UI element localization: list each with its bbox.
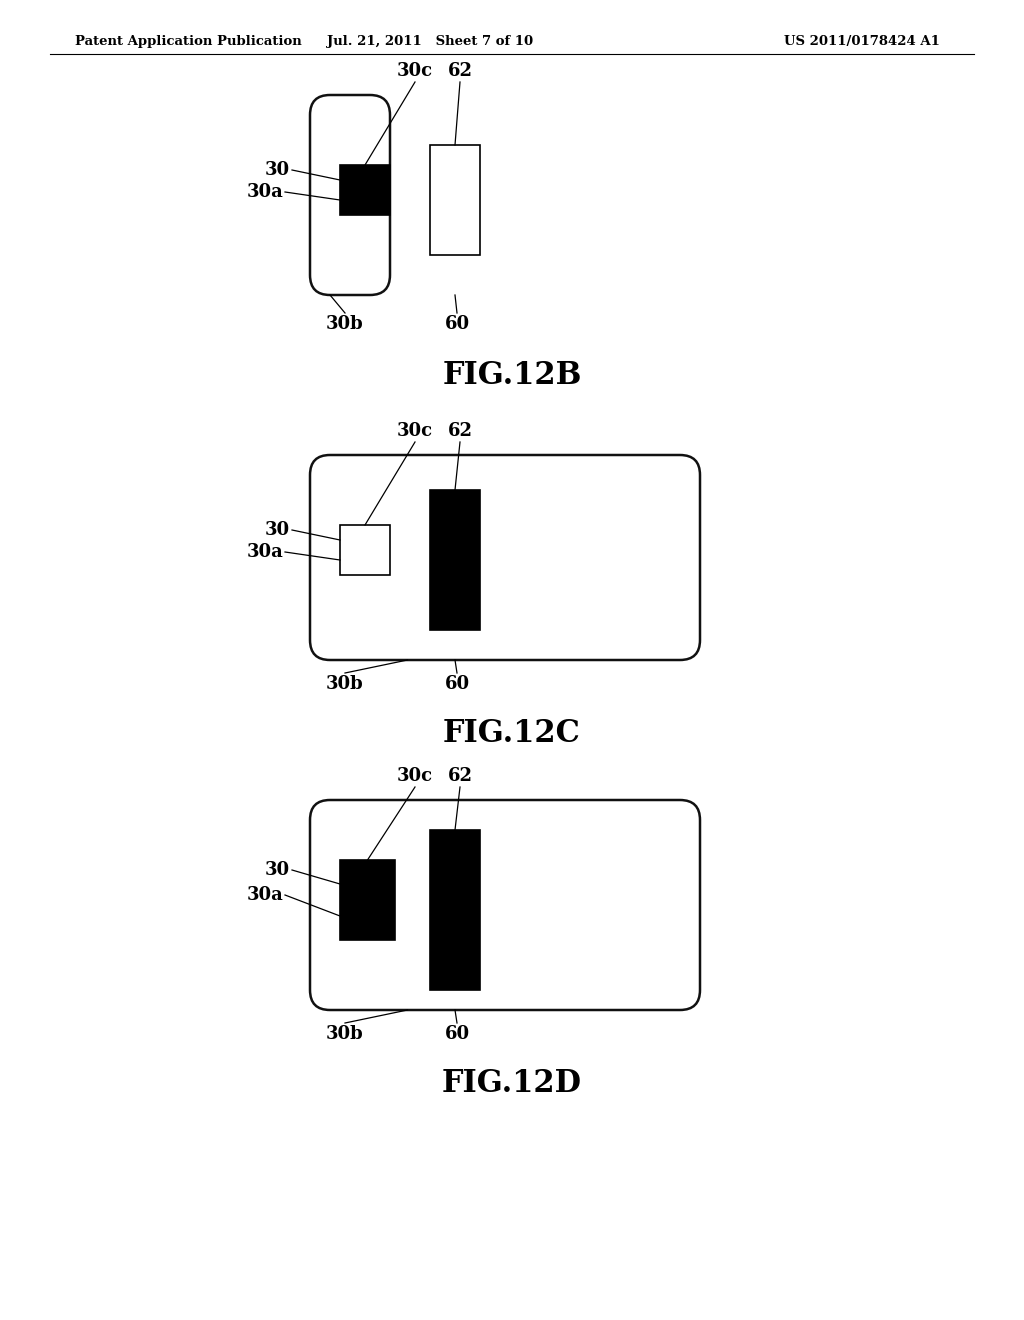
Text: 30a: 30a [246,183,283,201]
Text: 30a: 30a [246,543,283,561]
Bar [340,165,390,215]
Bar [430,490,480,630]
Text: 30b: 30b [326,315,364,333]
Bar [340,525,390,576]
Text: 30b: 30b [326,1026,364,1043]
Text: 60: 60 [444,1026,470,1043]
Text: 62: 62 [447,767,472,785]
Text: 60: 60 [444,315,470,333]
Text: 62: 62 [447,62,472,81]
FancyBboxPatch shape [310,800,700,1010]
Text: 30c: 30c [397,62,433,81]
Bar [340,861,395,940]
Text: FIG.12D: FIG.12D [442,1068,582,1100]
Text: 30: 30 [265,861,290,879]
Bar [430,830,480,990]
Text: 30a: 30a [246,886,283,904]
Text: Patent Application Publication: Patent Application Publication [75,36,302,49]
Text: US 2011/0178424 A1: US 2011/0178424 A1 [784,36,940,49]
Text: FIG.12C: FIG.12C [443,718,581,748]
Text: 30b: 30b [326,675,364,693]
FancyBboxPatch shape [310,455,700,660]
Text: 30: 30 [265,161,290,180]
Text: 60: 60 [444,675,470,693]
Text: Jul. 21, 2011   Sheet 7 of 10: Jul. 21, 2011 Sheet 7 of 10 [327,36,534,49]
FancyBboxPatch shape [310,95,390,294]
Text: 62: 62 [447,422,472,440]
Text: 30: 30 [265,521,290,539]
Bar [430,145,480,255]
Text: FIG.12B: FIG.12B [442,360,582,391]
Text: 30c: 30c [397,422,433,440]
Text: 30c: 30c [397,767,433,785]
